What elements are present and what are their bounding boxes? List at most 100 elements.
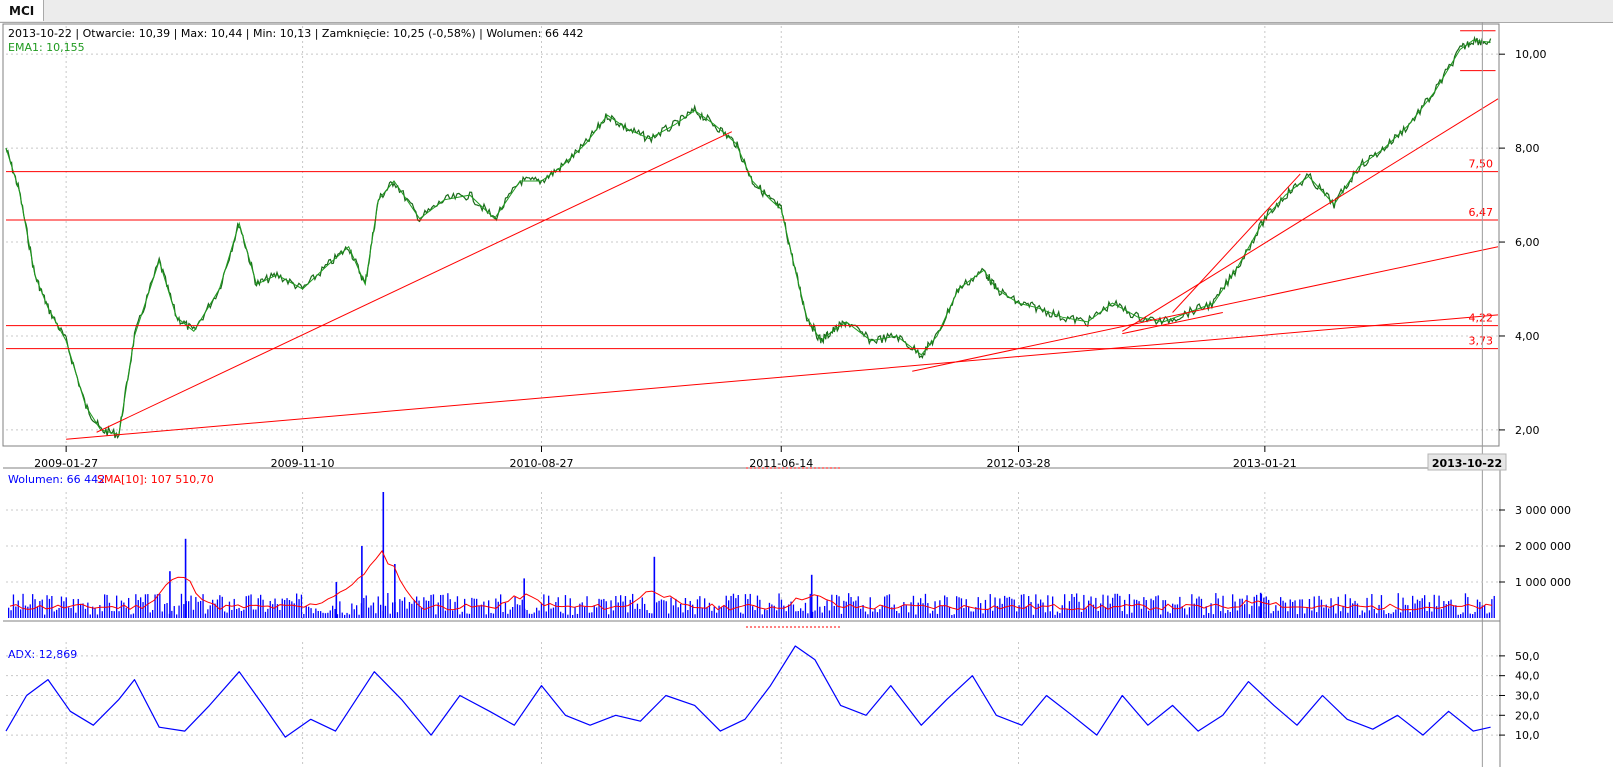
volume-bar [399, 599, 401, 618]
volume-bar [567, 614, 569, 618]
volume-bar [197, 601, 199, 618]
volume-bar [891, 607, 893, 618]
volume-bar [1400, 612, 1402, 618]
volume-bar [327, 612, 329, 618]
volume-bar [1116, 593, 1119, 618]
volume-bar [320, 611, 322, 618]
volume-bar [10, 610, 12, 618]
volume-bar [672, 605, 675, 618]
volume-bar [394, 564, 396, 618]
volume-bar [478, 606, 480, 618]
volume-bar [1196, 598, 1198, 618]
volume-bar [680, 604, 682, 618]
volume-bar [1392, 612, 1395, 618]
volume-bar [1258, 606, 1260, 618]
x-tick-label: 2009-11-10 [271, 457, 335, 470]
volume-bar [416, 596, 418, 618]
volume-bar [161, 611, 163, 618]
volume-bar [1220, 611, 1222, 618]
volume-bar [584, 607, 586, 618]
adx-info-text: ADX: 12,869 [8, 648, 77, 661]
volume-bar [1328, 608, 1330, 618]
volume-bar [612, 610, 615, 618]
volume-bar [622, 601, 624, 618]
volume-bar [72, 599, 75, 618]
volume-bar [1376, 613, 1378, 618]
volume-bar [125, 607, 127, 618]
volume-bar [843, 600, 845, 618]
volume-bar [519, 605, 521, 618]
volume-bar [888, 594, 891, 618]
volume-bar [766, 610, 768, 618]
volume-bar [989, 594, 991, 618]
volume-bar [315, 608, 317, 618]
volume-bar [795, 611, 797, 618]
volume-bar [1217, 598, 1219, 618]
volume-bar [454, 601, 456, 618]
volume-bar [8, 607, 10, 618]
volume-bar [358, 614, 360, 618]
volume-bar [392, 602, 394, 618]
volume-bar [711, 610, 713, 618]
volume-bar [1056, 611, 1059, 618]
volume-bar [838, 596, 840, 618]
volume-bar [1035, 594, 1037, 618]
volume-bar [346, 612, 348, 618]
trend-line [912, 246, 1499, 372]
volume-bar [886, 595, 888, 618]
volume-bar [372, 602, 375, 618]
volume-bar [1280, 597, 1282, 618]
volume-bar [1107, 595, 1109, 618]
volume-bar [744, 594, 747, 618]
volume-bar [677, 607, 679, 618]
volume-bar [1330, 598, 1332, 618]
volume-bar [1176, 604, 1179, 618]
volume-bar [408, 601, 411, 618]
volume-bar [1215, 593, 1217, 618]
volume-bar [317, 610, 319, 618]
volume-bar [874, 608, 876, 618]
volume-bar [444, 610, 447, 618]
volume-bar [233, 598, 235, 618]
y-tick-label: 6,00 [1515, 236, 1540, 249]
ohlc-info-text: 2013-10-22 | Otwarcie: 10,39 | Max: 10,4… [8, 27, 583, 40]
volume-bar [435, 614, 437, 618]
volume-bar [747, 599, 749, 618]
price-series-line [5, 35, 1492, 440]
volume-bar [298, 599, 300, 618]
stock-chart[interactable]: 2009-01-27 2009-11-10 2010-08-27 2011-06-14… [0, 22, 1613, 767]
volume-bar [1364, 612, 1366, 618]
volume-bar [41, 599, 43, 618]
volume-bar [147, 594, 149, 618]
volume-bar [1020, 594, 1023, 618]
volume-bar [1006, 597, 1008, 618]
volume-bar [29, 604, 31, 618]
volume-bar [1316, 612, 1318, 618]
tab-mci[interactable]: MCI [0, 0, 45, 21]
volume-bar [1188, 607, 1191, 618]
y-tick-label: 4,00 [1515, 330, 1540, 343]
volume-bar [708, 602, 711, 618]
volume-bar [1181, 606, 1183, 618]
y-tick-label: 2,00 [1515, 424, 1540, 437]
volume-bar [581, 602, 583, 618]
volume-bar [1457, 614, 1459, 618]
volume-bar [75, 612, 77, 618]
volume-bar [884, 596, 886, 618]
volume-bar [598, 598, 600, 618]
volume-bar [1018, 605, 1020, 618]
volume-bar [87, 602, 89, 618]
volume-bar [274, 598, 276, 618]
y-tick-label: 1 000 000 [1515, 576, 1571, 589]
volume-bar [737, 595, 739, 618]
volume-bar [516, 604, 519, 618]
volume-bar [1282, 600, 1284, 618]
volume-bar [713, 606, 715, 618]
volume-bar [591, 612, 593, 618]
volume-bar [1284, 602, 1287, 618]
volume-bar [502, 611, 504, 618]
volume-bar [1241, 598, 1243, 618]
volume-bar [987, 608, 989, 618]
volume-bar [293, 603, 295, 618]
volume-bar [1037, 603, 1039, 618]
